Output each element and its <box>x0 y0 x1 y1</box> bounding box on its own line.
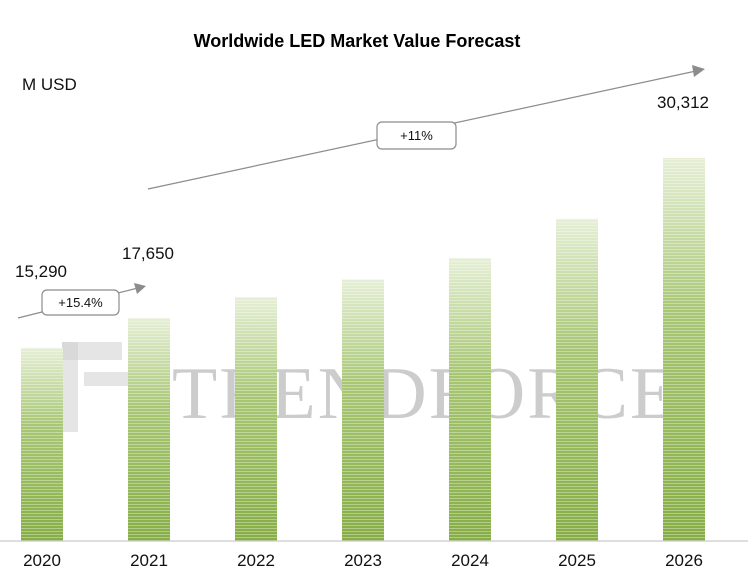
bar-texture-2023 <box>342 279 384 541</box>
x-tick-2025: 2025 <box>558 551 596 570</box>
x-tick-2020: 2020 <box>23 551 61 570</box>
x-axis-ticks: 2020 2021 2022 2023 2024 2025 2026 <box>23 551 703 570</box>
data-label-2020: 15,290 <box>15 262 67 281</box>
y-axis-unit-label: M USD <box>22 75 77 94</box>
growth-badge <box>376 121 457 150</box>
bar-texture-2022 <box>235 297 277 541</box>
arrow-head-icon <box>134 283 146 294</box>
bar-texture-2020 <box>21 347 63 541</box>
x-tick-2026: 2026 <box>665 551 703 570</box>
x-tick-2022: 2022 <box>237 551 275 570</box>
growth-badge-text: +11% <box>400 128 433 143</box>
arrow-head-icon <box>692 65 705 77</box>
watermark-logo-stem <box>62 342 78 432</box>
bars-layer <box>21 158 705 541</box>
x-tick-2021: 2021 <box>130 551 168 570</box>
chart-title: Worldwide LED Market Value Forecast <box>194 31 521 51</box>
x-tick-2023: 2023 <box>344 551 382 570</box>
bar-texture-2025 <box>556 218 598 541</box>
watermark-logo-bar <box>84 372 132 386</box>
labels-layer: 15,290 17,650 30,312 <box>15 93 709 281</box>
data-label-2026: 30,312 <box>657 93 709 112</box>
growth-badge-text: +15.4% <box>58 295 103 310</box>
data-label-2021: 17,650 <box>122 244 174 263</box>
x-tick-2024: 2024 <box>451 551 489 570</box>
growth-annotation-long: +11% <box>147 65 705 190</box>
bar-texture-2024 <box>449 257 491 541</box>
bar-texture-2026 <box>663 158 705 541</box>
bar-texture-2021 <box>128 317 170 541</box>
growth-annotation-short: +15.4% <box>17 283 146 319</box>
growth-badge <box>41 289 120 316</box>
